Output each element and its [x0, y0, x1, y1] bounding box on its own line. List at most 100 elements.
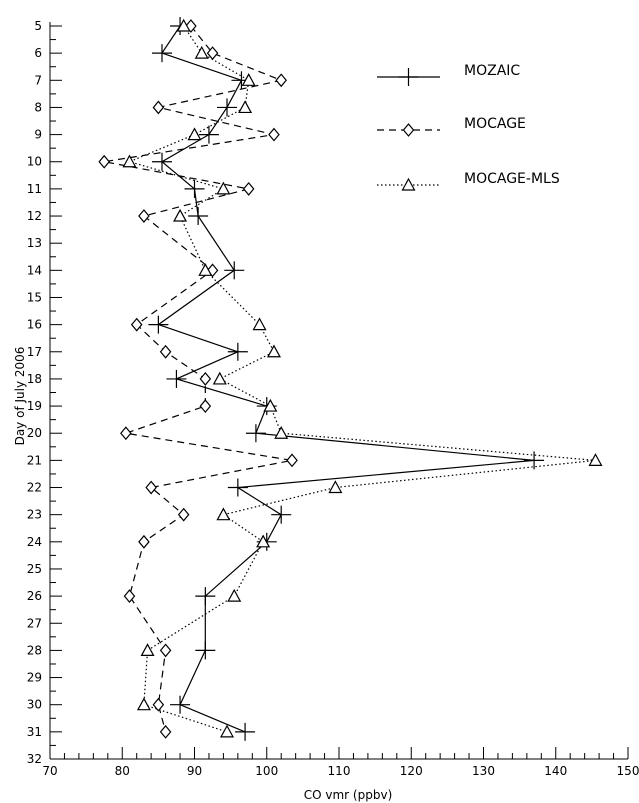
triangle-marker — [198, 263, 213, 276]
diamond-marker — [123, 589, 136, 604]
y-tick-label: 11 — [27, 182, 42, 196]
x-tick-label: 150 — [617, 764, 639, 778]
diamond-marker — [152, 697, 165, 712]
y-tick-label: 20 — [27, 426, 42, 440]
y-tick-label: 14 — [27, 263, 42, 277]
plus-marker — [227, 478, 248, 497]
diamond-marker — [275, 73, 287, 88]
y-tick-label: 32 — [27, 752, 42, 766]
x-tick-label: 100 — [255, 764, 278, 778]
diamond-marker — [286, 453, 298, 468]
series-line — [127, 25, 596, 733]
y-tick-label: 31 — [27, 725, 42, 739]
x-axis-label: CO vmr (ppbv) — [304, 788, 393, 802]
y-tick-label: 6 — [34, 46, 42, 60]
y-tick-label: 23 — [27, 508, 42, 522]
plus-marker — [188, 207, 209, 226]
legend-entry: MOCAGE-MLS — [377, 171, 560, 191]
triangle-marker — [328, 480, 343, 494]
y-axis-label: Day of July 2006 — [13, 347, 27, 446]
y-tick-label: 13 — [27, 236, 42, 250]
triangle-marker — [140, 643, 155, 657]
diamond-marker — [145, 480, 157, 495]
diamond-marker — [159, 344, 172, 359]
triangle-marker — [136, 697, 151, 711]
x-tick-label: 140 — [544, 764, 567, 778]
diamond-marker — [130, 317, 143, 332]
legend-label: MOZAIC — [464, 63, 520, 79]
plus-marker — [166, 369, 187, 388]
series-mocage-mls — [122, 18, 603, 738]
plus-marker — [151, 44, 172, 63]
diamond-marker — [199, 371, 212, 386]
plus-marker — [245, 424, 266, 443]
axes: 5 6 7 8 9 10 11 12 13 14 15 16 17 18 19 20 21 22 23 24 25 26 2… — [27, 19, 639, 778]
triangle-marker — [173, 208, 188, 222]
y-tick-label: 25 — [27, 562, 42, 576]
legend-entry: MOZAIC — [377, 63, 520, 86]
diamond-marker — [199, 399, 212, 414]
plus-marker — [184, 179, 205, 198]
legend: MOZAIC MOCAGE MOCAGE-MLS — [377, 63, 560, 191]
legend-label: MOCAGE-MLS — [464, 171, 560, 187]
y-tick-label: 8 — [34, 100, 42, 114]
series-layer — [98, 17, 603, 741]
triangle-marker — [401, 177, 416, 191]
plus-marker — [195, 587, 216, 606]
plus-marker — [227, 342, 248, 361]
y-tick-label: 30 — [27, 698, 42, 712]
y-tick-label: 28 — [27, 643, 42, 657]
y-tick-label: 29 — [27, 671, 42, 685]
triangle-marker — [220, 724, 235, 738]
triangle-marker — [194, 45, 209, 59]
triangle-marker — [176, 18, 191, 32]
y-tick-label: 21 — [27, 453, 42, 467]
x-tick-label: 120 — [400, 764, 423, 778]
diamond-marker — [402, 123, 415, 137]
x-tick-label: 90 — [187, 764, 202, 778]
diamond-marker — [242, 181, 255, 196]
triangle-marker — [216, 507, 231, 521]
y-tick-label: 26 — [27, 589, 42, 603]
diamond-marker — [138, 534, 150, 549]
triangle-marker — [252, 317, 267, 331]
y-tick-label: 10 — [27, 155, 42, 169]
plus-marker — [524, 451, 545, 470]
x-tick-label: 130 — [472, 764, 495, 778]
y-tick-label: 9 — [34, 128, 42, 142]
plus-marker — [398, 68, 419, 86]
plus-marker — [195, 641, 216, 660]
series-mocage — [98, 19, 298, 739]
legend-label: MOCAGE — [464, 116, 526, 132]
diamond-marker — [159, 724, 172, 739]
x-tick-label: 80 — [115, 764, 130, 778]
y-tick-label: 18 — [27, 372, 42, 386]
y-tick-label: 12 — [27, 209, 42, 223]
x-tick-label: 70 — [42, 764, 57, 778]
y-tick-label: 24 — [27, 535, 42, 549]
y-tick-label: 7 — [34, 73, 42, 87]
y-tick-label: 17 — [27, 345, 42, 359]
y-tick-label: 22 — [27, 481, 42, 495]
diamond-marker — [177, 507, 190, 522]
triangle-marker — [212, 371, 227, 385]
triangle-marker — [227, 588, 242, 602]
y-tick-label: 16 — [27, 318, 42, 332]
x-tick-label: 110 — [328, 764, 351, 778]
diamond-marker — [268, 127, 280, 142]
plus-marker — [148, 315, 169, 334]
diamond-marker — [120, 426, 132, 441]
series-line — [104, 25, 293, 733]
y-tick-label: 15 — [27, 290, 42, 304]
series-line — [157, 25, 535, 733]
diamond-marker — [152, 100, 165, 115]
triangle-marker — [274, 425, 289, 439]
triangle-marker — [263, 398, 278, 412]
plus-marker — [198, 125, 219, 144]
triangle-marker — [256, 534, 271, 548]
plus-marker — [271, 505, 292, 524]
diamond-marker — [159, 643, 172, 658]
plus-marker — [235, 722, 256, 741]
triangle-marker — [122, 154, 137, 168]
